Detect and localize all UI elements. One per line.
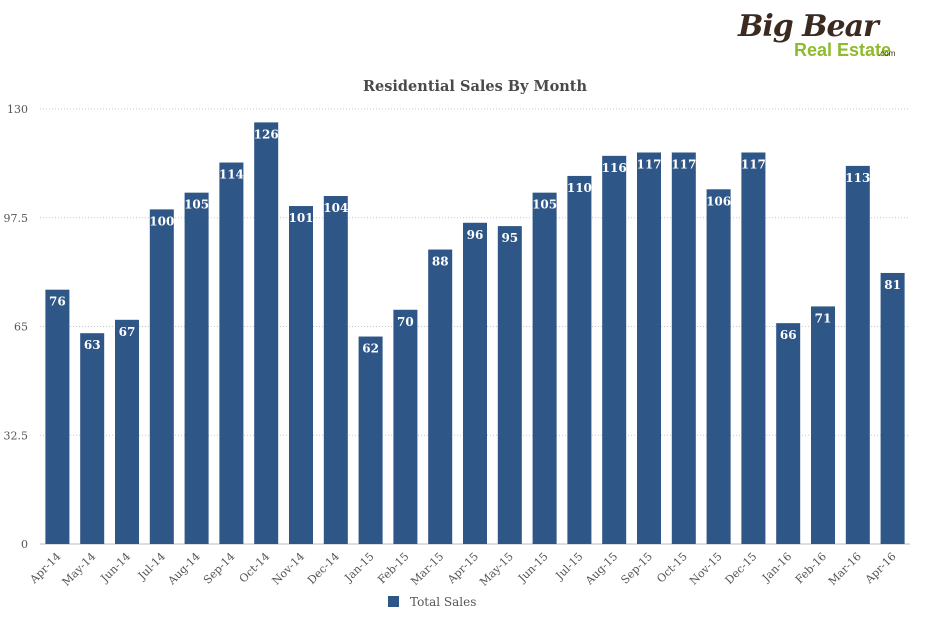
bar[interactable]: [358, 336, 383, 544]
y-tick-label: 97.5: [4, 212, 29, 225]
chart-title: Residential Sales By Month: [363, 78, 588, 95]
bar[interactable]: [80, 333, 105, 544]
bar[interactable]: [184, 192, 209, 544]
x-tick-label: Feb-15: [375, 550, 411, 586]
x-tick-label: Nov-14: [270, 550, 308, 588]
x-tick-label: Apr-14: [27, 550, 64, 587]
x-tick-label: Jun-14: [98, 550, 134, 586]
y-tick-label: 65: [14, 321, 28, 334]
bar[interactable]: [428, 249, 453, 545]
big-bear-real-estate-logo: Big Bear Real Estate .com: [736, 6, 908, 64]
x-tick-label: Feb-16: [793, 550, 829, 586]
data-label: 105: [184, 198, 209, 212]
bar[interactable]: [845, 165, 870, 544]
data-label: 81: [884, 278, 901, 292]
y-tick-label: 130: [7, 103, 28, 116]
bar[interactable]: [532, 192, 557, 544]
x-tick-label: Jun-15: [515, 550, 551, 586]
x-tick-label: Nov-15: [687, 550, 725, 588]
bar[interactable]: [671, 152, 696, 545]
x-tick-label: Jul-14: [135, 550, 168, 583]
x-tick-label: Aug-15: [582, 550, 620, 588]
x-tick-label: Apr-16: [862, 550, 899, 587]
x-tick-label: May-15: [477, 550, 516, 589]
data-label: 63: [84, 338, 101, 352]
data-label: 126: [254, 127, 279, 141]
bar[interactable]: [741, 152, 766, 545]
x-tick-label: Sep-14: [201, 550, 238, 587]
data-label: 114: [219, 168, 244, 182]
x-tick-label: Mar-15: [408, 550, 446, 588]
bars: 76 63 67 100 105 114 126 101 104 62 70 88 96 95 105 110…: [45, 122, 905, 545]
data-label: 71: [815, 311, 832, 325]
x-tick-label: Aug-14: [165, 550, 203, 588]
data-label: 70: [397, 315, 414, 329]
x-tick-label: Oct-14: [237, 550, 273, 586]
x-tick-label: Mar-16: [826, 550, 864, 588]
bar[interactable]: [810, 306, 836, 544]
logo-line1: Big Bear: [737, 9, 881, 44]
bar[interactable]: [254, 122, 279, 544]
bar[interactable]: [497, 226, 522, 544]
bar[interactable]: [602, 155, 627, 544]
x-tick-label: Sep-15: [618, 550, 655, 587]
data-label: 117: [636, 158, 661, 172]
data-label: 105: [532, 198, 557, 212]
data-label: 110: [567, 181, 592, 195]
data-label: 62: [362, 342, 379, 356]
bar[interactable]: [880, 272, 905, 544]
x-tick-label: Dec-14: [305, 550, 342, 587]
data-label: 106: [706, 194, 731, 208]
y-tick-label: 32.5: [4, 429, 29, 442]
legend-swatch-total-sales: [388, 596, 399, 607]
logo-line2: Real Estate: [794, 40, 891, 60]
data-label: 96: [467, 228, 484, 242]
data-label: 116: [602, 161, 627, 175]
bar[interactable]: [114, 319, 140, 544]
data-label: 67: [119, 325, 136, 339]
bar[interactable]: [219, 162, 244, 545]
bar[interactable]: [149, 209, 174, 544]
data-label: 88: [432, 255, 449, 269]
bar[interactable]: [45, 289, 70, 544]
bar[interactable]: [706, 189, 731, 545]
y-axis: 0 32.5 65 97.5 130: [4, 103, 29, 551]
legend-label-total-sales: Total Sales: [410, 595, 476, 609]
x-tick-label: May-14: [60, 550, 99, 589]
bar[interactable]: [776, 323, 801, 544]
bar[interactable]: [567, 175, 592, 544]
bar[interactable]: [462, 222, 488, 544]
x-tick-label: Jan-16: [759, 550, 794, 585]
x-tick-label: Jan-15: [342, 550, 377, 585]
data-label: 117: [671, 158, 696, 172]
x-tick-label: Dec-15: [723, 550, 760, 587]
data-label: 101: [288, 211, 313, 225]
data-label: 66: [780, 328, 797, 342]
legend[interactable]: Total Sales: [388, 595, 476, 609]
data-label: 100: [149, 214, 174, 228]
data-label: 104: [323, 201, 348, 215]
bar[interactable]: [636, 152, 662, 545]
logo-suffix: .com: [878, 49, 896, 58]
bar[interactable]: [288, 206, 314, 545]
x-tick-label: Apr-15: [444, 550, 481, 587]
x-tick-label: Oct-15: [654, 550, 690, 586]
bar[interactable]: [323, 196, 348, 544]
x-tick-label: Jul-15: [552, 550, 585, 583]
data-label: 76: [49, 295, 66, 309]
data-label: 95: [501, 231, 518, 245]
data-label: 113: [845, 171, 870, 185]
bar[interactable]: [393, 309, 418, 544]
y-tick-label: 0: [21, 538, 28, 551]
data-label: 117: [741, 158, 766, 172]
